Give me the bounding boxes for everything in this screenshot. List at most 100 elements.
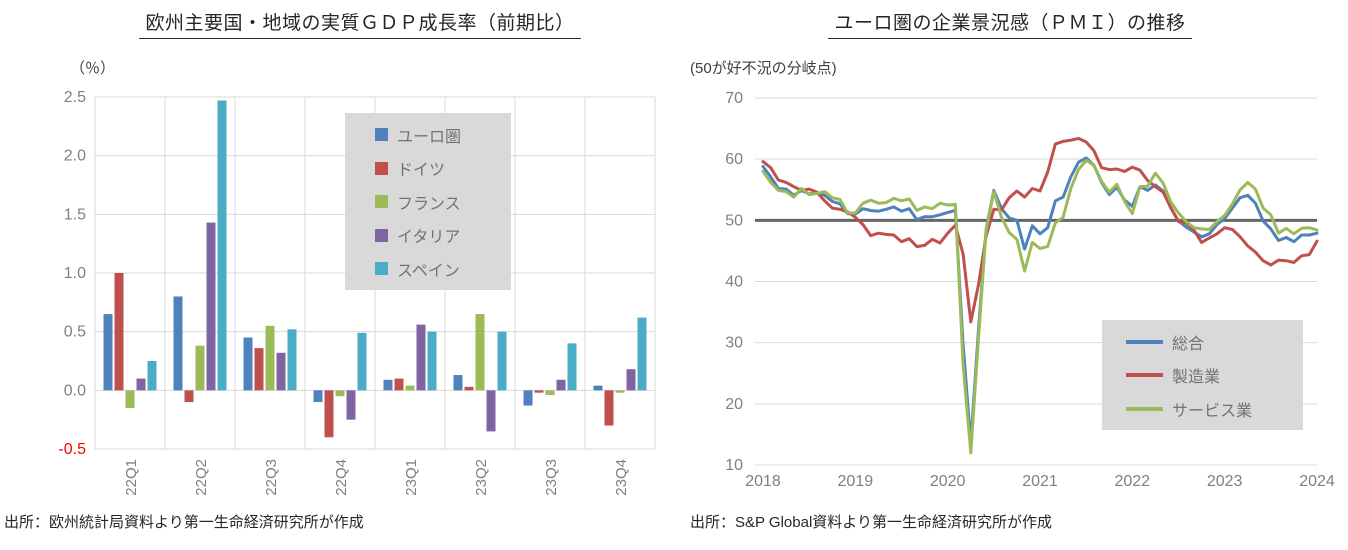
pmi-x-tick-label: 2024 [1299, 473, 1335, 490]
gdp-legend-label: ドイツ [397, 162, 446, 179]
gdp-legend-item-3: イタリア [375, 223, 511, 247]
gdp-x-tick-label: 23Q2 [473, 459, 490, 496]
gdp-bar-22Q4-4 [357, 332, 367, 391]
gdp-x-tick-label: 23Q1 [403, 459, 420, 496]
gdp-bar-22Q4-0 [313, 390, 323, 403]
gdp-legend-swatch-icon [375, 228, 388, 242]
gdp-legend-swatch-icon [375, 195, 388, 208]
pmi-x-tick-label: 2022 [1115, 473, 1151, 490]
pmi-legend-label: 製造業 [1172, 369, 1221, 386]
pmi-legend-swatch-icon [1126, 339, 1163, 344]
gdp-bar-22Q3-2 [265, 325, 275, 391]
pmi-y-tick-label: 60 [725, 151, 743, 168]
gdp-bar-23Q1-2 [405, 385, 415, 391]
gdp-bar-23Q4-2 [615, 390, 625, 393]
pmi-legend-swatch-icon [1126, 373, 1163, 377]
gdp-bar-22Q1-4 [147, 361, 157, 391]
pmi-axis-note: (50が好不況の分岐点) [690, 60, 837, 77]
gdp-bar-23Q2-0 [453, 375, 463, 391]
gdp-chart-title-text: 欧州主要国・地域の実質ＧＤＰ成長率（前期比） [139, 13, 581, 39]
pmi-x-tick-label: 2021 [1022, 473, 1058, 490]
pmi-legend-item-0: 総合 [1126, 330, 1303, 354]
pmi-series-line-2 [761, 158, 1319, 455]
gdp-bar-22Q3-0 [243, 337, 253, 391]
gdp-bar-23Q4-0 [593, 385, 603, 391]
gdp-legend-label: ユーロ圏 [397, 128, 462, 146]
pmi-y-tick-label: 70 [725, 90, 743, 107]
gdp-bar-23Q1-4 [427, 331, 437, 391]
gdp-bar-23Q4-3 [626, 369, 636, 391]
gdp-bar-23Q3-3 [556, 379, 566, 391]
pmi-legend-label: サービス業 [1172, 402, 1253, 420]
gdp-bar-22Q4-2 [335, 390, 345, 397]
gdp-legend-swatch-icon [375, 262, 388, 275]
pmi-x-tick-label: 2020 [930, 473, 966, 490]
gdp-x-tick-label: 22Q4 [333, 459, 350, 496]
pmi-chart-title-text: ユーロ圏の企業景況感（ＰＭＩ）の推移 [828, 13, 1192, 39]
pmi-series-line-1 [761, 136, 1319, 324]
gdp-x-tick-label: 22Q1 [123, 459, 140, 496]
gdp-x-tick-label: 22Q3 [263, 459, 280, 496]
pmi-x-tick-label: 2018 [745, 473, 781, 490]
gdp-bar-23Q2-3 [486, 390, 496, 432]
gdp-legend-label: イタリア [397, 229, 461, 246]
gdp-bar-23Q4-1 [604, 390, 614, 426]
gdp-legend-item-1: ドイツ [375, 156, 511, 180]
gdp-bar-22Q2-3 [206, 222, 216, 391]
pmi-y-tick-label: 20 [725, 396, 743, 413]
pmi-y-tick-label: 30 [725, 335, 743, 352]
gdp-y-tick-label: 2.0 [64, 148, 86, 165]
gdp-bar-23Q2-4 [497, 331, 507, 391]
pmi-legend-swatch-icon [1126, 406, 1163, 411]
pmi-y-tick-label: 40 [725, 274, 743, 291]
pmi-source-note: 出所：S&P Global資料より第一生命経済研究所が作成 [690, 514, 1052, 531]
gdp-bar-23Q3-2 [545, 390, 555, 396]
gdp-bar-22Q2-4 [217, 100, 227, 391]
gdp-bar-22Q1-1 [114, 273, 124, 391]
pmi-x-tick-label: 2019 [838, 473, 874, 490]
gdp-bar-22Q2-0 [173, 296, 183, 391]
gdp-x-tick-label: 22Q2 [193, 459, 210, 496]
gdp-bar-22Q2-2 [195, 345, 205, 391]
gdp-legend-label: フランス [397, 195, 461, 213]
pmi-y-tick-label: 50 [725, 212, 743, 229]
gdp-x-tick-label: 23Q4 [613, 459, 630, 496]
gdp-legend-item-2: フランス [375, 190, 511, 214]
gdp-bar-22Q3-1 [254, 348, 264, 391]
gdp-bar-23Q3-4 [567, 343, 577, 391]
gdp-bar-22Q1-2 [125, 390, 135, 408]
gdp-bar-23Q1-3 [416, 324, 426, 391]
gdp-bar-22Q3-3 [276, 352, 286, 391]
pmi-legend-item-1: 製造業 [1126, 363, 1303, 387]
gdp-bar-23Q3-0 [523, 390, 533, 406]
gdp-legend-swatch-icon [375, 161, 388, 175]
gdp-bar-23Q4-4 [637, 317, 647, 391]
pmi-x-tick-label: 2023 [1207, 473, 1243, 490]
gdp-bar-23Q3-1 [534, 390, 544, 393]
gdp-chart-legend: ユーロ圏ドイツフランスイタリアスペイン [345, 113, 511, 290]
gdp-y-tick-label: 0.0 [64, 382, 86, 399]
gdp-bar-22Q2-1 [184, 390, 194, 403]
gdp-legend-swatch-icon [375, 128, 388, 141]
gdp-bar-22Q3-4 [287, 329, 297, 391]
gdp-x-tick-label: 23Q3 [543, 459, 560, 496]
gdp-y-tick-label: 1.5 [64, 206, 86, 223]
gdp-bar-22Q1-0 [103, 314, 113, 391]
pmi-y-tick-label: 10 [725, 457, 743, 474]
gdp-bar-23Q1-0 [383, 379, 393, 391]
gdp-y-tick-label: 2.5 [64, 89, 86, 106]
gdp-chart-title: 欧州主要国・地域の実質ＧＤＰ成長率（前期比） [60, 8, 660, 39]
gdp-legend-item-0: ユーロ圏 [375, 123, 511, 147]
gdp-legend-label: スペイン [397, 262, 460, 280]
gdp-bar-23Q2-1 [464, 386, 474, 391]
gdp-y-axis-unit-label: （％） [70, 60, 116, 77]
gdp-source-note: 出所：欧州統計局資料より第一生命経済研究所が作成 [4, 514, 364, 531]
gdp-y-tick-label: 1.0 [64, 265, 86, 282]
pmi-chart-legend: 総合製造業サービス業 [1102, 320, 1303, 430]
pmi-legend-item-2: サービス業 [1126, 397, 1303, 421]
pmi-legend-label: 総合 [1172, 335, 1205, 353]
gdp-y-tick-label: -0.5 [58, 441, 86, 458]
gdp-bar-23Q2-2 [475, 314, 485, 391]
